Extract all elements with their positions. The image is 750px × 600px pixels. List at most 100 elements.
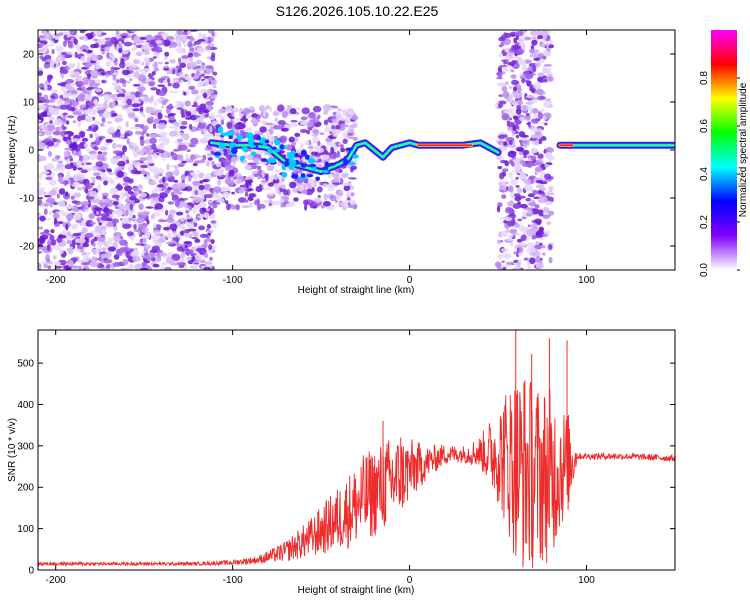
noise-blob (96, 183, 102, 191)
noise-blob (120, 191, 125, 200)
noise-blob (158, 131, 168, 137)
noise-blob (101, 197, 110, 204)
noise-blob (169, 90, 179, 94)
ridge-cluster (343, 158, 349, 166)
noise-blob (519, 160, 527, 166)
noise-blob (141, 61, 145, 66)
noise-blob (96, 233, 102, 238)
noise-blob (123, 41, 133, 47)
noise-blob (219, 150, 225, 157)
noise-blob (246, 188, 254, 192)
noise-blob (328, 142, 336, 148)
noise-blob (88, 103, 96, 107)
ridge-cluster (328, 162, 336, 166)
noise-blob (503, 38, 511, 45)
noise-blob (47, 111, 51, 116)
ridge-cluster (245, 132, 254, 140)
noise-blob (238, 188, 245, 194)
noise-blob (502, 264, 511, 268)
noise-blob (191, 89, 199, 95)
noise-blob (97, 103, 104, 109)
noise-blob (511, 60, 517, 64)
noise-blob (335, 110, 341, 118)
noise-blob (214, 168, 220, 176)
noise-blob (203, 212, 210, 219)
noise-blob (139, 111, 145, 115)
noise-blob (38, 182, 41, 187)
noise-blob (95, 161, 104, 168)
noise-blob (53, 245, 62, 251)
noise-blob (207, 223, 211, 227)
ridge-cluster (280, 144, 285, 150)
noise-blob (156, 49, 163, 53)
noise-blob (92, 133, 100, 138)
noise-blob (187, 41, 193, 48)
noise-blob (86, 56, 91, 64)
noise-blob (506, 201, 515, 207)
noise-blob (537, 72, 545, 77)
noise-blob (46, 84, 52, 91)
noise-blob (50, 189, 57, 196)
noise-blob (112, 150, 122, 155)
noise-blob (185, 210, 190, 214)
noise-blob (517, 252, 523, 256)
ridge-cluster (240, 147, 249, 151)
noise-blob (161, 105, 165, 109)
noise-blob (517, 90, 521, 93)
noise-blob (158, 178, 163, 184)
noise-blob (235, 117, 242, 121)
noise-blob (515, 134, 520, 139)
noise-blob (166, 241, 174, 245)
noise-blob (82, 85, 86, 92)
noise-blob (76, 94, 85, 102)
noise-blob (140, 267, 146, 270)
noise-blob (256, 149, 265, 155)
noise-blob (142, 237, 147, 245)
noise-blob (60, 73, 65, 79)
noise-blob (132, 108, 140, 112)
noise-blob (58, 200, 66, 208)
noise-blob (97, 235, 106, 243)
noise-blob (529, 99, 538, 103)
noise-blob (538, 209, 544, 217)
noise-blob (516, 223, 521, 229)
noise-blob (131, 103, 141, 108)
noise-blob (171, 41, 178, 48)
noise-blob (161, 31, 169, 38)
noise-blob (79, 131, 86, 138)
colorbar-tick-label: 0.6 (699, 119, 710, 133)
noise-blob (529, 54, 537, 58)
noise-blob (501, 260, 505, 263)
noise-blob (218, 189, 222, 193)
noise-blob (498, 156, 505, 161)
noise-blob (163, 68, 170, 71)
noise-blob (198, 201, 207, 208)
noise-blob (280, 184, 286, 190)
noise-blob (178, 158, 185, 162)
snr-panel: -200 -100 0 100 0 100 200 300 400 500 Height of … (7, 329, 676, 596)
noise-blob (183, 141, 190, 146)
noise-blob (546, 221, 552, 225)
noise-blob (218, 169, 224, 175)
noise-blob (81, 137, 89, 142)
noise-blob (151, 245, 160, 252)
noise-blob (181, 179, 185, 184)
noise-blob (146, 219, 150, 225)
noise-blob (153, 67, 159, 72)
noise-blob (101, 173, 108, 181)
noise-blob (195, 256, 204, 262)
noise-blob (501, 86, 508, 92)
noise-blob (279, 135, 288, 142)
noise-blob (161, 262, 168, 266)
x-tick-label: 0 (407, 575, 413, 586)
noise-blob (274, 173, 278, 181)
noise-blob (77, 206, 83, 210)
noise-blob (90, 221, 96, 225)
noise-blob (141, 261, 148, 268)
noise-blob (202, 109, 210, 114)
noise-blob (46, 261, 53, 265)
noise-blob (38, 113, 46, 117)
noise-blob (121, 69, 130, 76)
noise-blob (212, 194, 222, 199)
noise-blob (244, 191, 249, 197)
